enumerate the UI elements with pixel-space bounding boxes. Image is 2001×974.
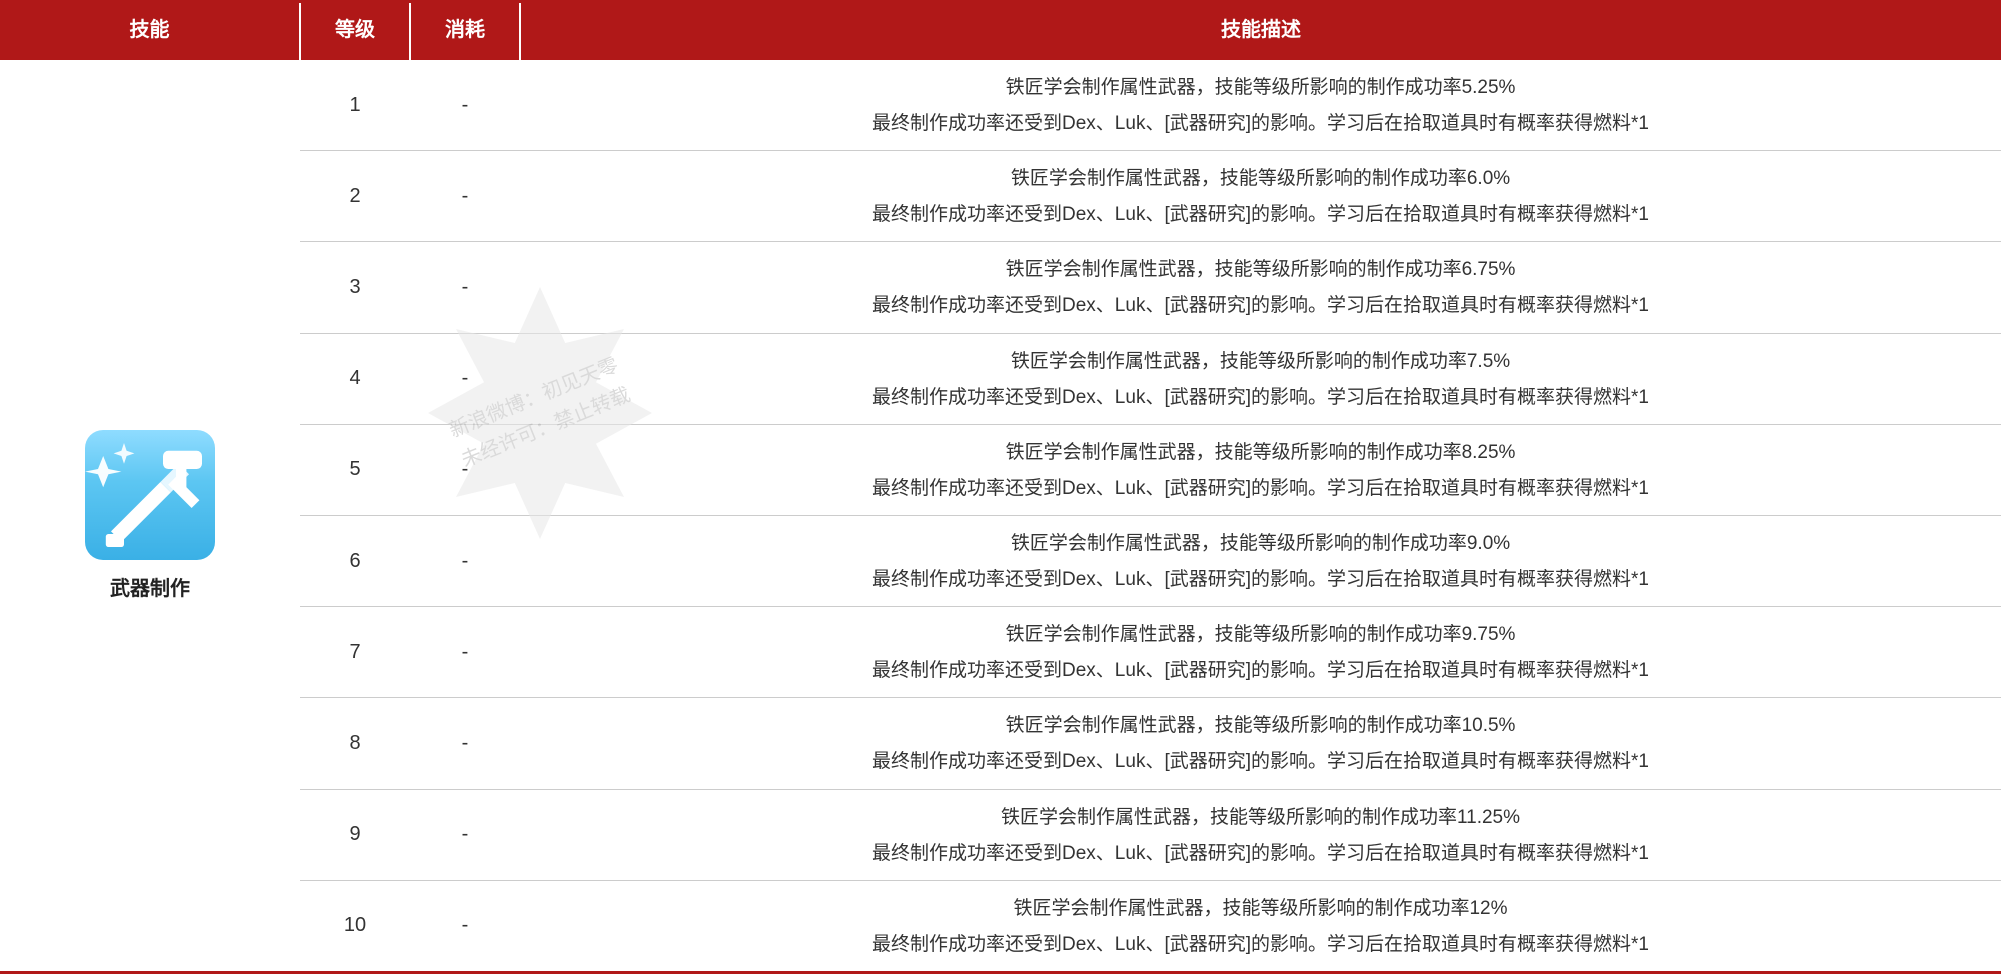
description-cell: 铁匠学会制作属性武器，技能等级所影响的制作成功率9.75%最终制作成功率还受到D… <box>520 607 2001 698</box>
table-row: 武器制作1-铁匠学会制作属性武器，技能等级所影响的制作成功率5.25%最终制作成… <box>0 60 2001 151</box>
description-line1: 铁匠学会制作属性武器，技能等级所影响的制作成功率9.0% <box>540 526 1981 562</box>
cost-cell: - <box>410 242 520 333</box>
table-row: 4-铁匠学会制作属性武器，技能等级所影响的制作成功率7.5%最终制作成功率还受到… <box>0 333 2001 424</box>
description-line1: 铁匠学会制作属性武器，技能等级所影响的制作成功率6.75% <box>540 252 1981 288</box>
description-line1: 铁匠学会制作属性武器，技能等级所影响的制作成功率6.0% <box>540 161 1981 197</box>
table-row: 5-铁匠学会制作属性武器，技能等级所影响的制作成功率8.25%最终制作成功率还受… <box>0 424 2001 515</box>
cost-cell: - <box>410 880 520 971</box>
level-cell: 10 <box>300 880 410 971</box>
level-cell: 3 <box>300 242 410 333</box>
description-line1: 铁匠学会制作属性武器，技能等级所影响的制作成功率11.25% <box>540 800 1981 836</box>
description-line1: 铁匠学会制作属性武器，技能等级所影响的制作成功率8.25% <box>540 435 1981 471</box>
skill-cell: 武器制作 <box>0 60 300 971</box>
cost-cell: - <box>410 424 520 515</box>
description-line2: 最终制作成功率还受到Dex、Luk、[武器研究]的影响。学习后在拾取道具时有概率… <box>540 197 1981 233</box>
level-cell: 5 <box>300 424 410 515</box>
skill-table-container: 新浪微博：初见天零 未经许可：禁止转载 技能 等级 消耗 技能描述 武器制作1-… <box>0 0 2001 974</box>
table-row: 7-铁匠学会制作属性武器，技能等级所影响的制作成功率9.75%最终制作成功率还受… <box>0 607 2001 698</box>
description-cell: 铁匠学会制作属性武器，技能等级所影响的制作成功率5.25%最终制作成功率还受到D… <box>520 60 2001 151</box>
header-cost: 消耗 <box>410 3 520 60</box>
description-cell: 铁匠学会制作属性武器，技能等级所影响的制作成功率6.75%最终制作成功率还受到D… <box>520 242 2001 333</box>
description-line1: 铁匠学会制作属性武器，技能等级所影响的制作成功率7.5% <box>540 344 1981 380</box>
table-row: 2-铁匠学会制作属性武器，技能等级所影响的制作成功率6.0%最终制作成功率还受到… <box>0 151 2001 242</box>
description-cell: 铁匠学会制作属性武器，技能等级所影响的制作成功率9.0%最终制作成功率还受到De… <box>520 515 2001 606</box>
description-line1: 铁匠学会制作属性武器，技能等级所影响的制作成功率9.75% <box>540 617 1981 653</box>
table-header-row: 技能 等级 消耗 技能描述 <box>0 3 2001 60</box>
header-desc: 技能描述 <box>520 3 2001 60</box>
description-line2: 最终制作成功率还受到Dex、Luk、[武器研究]的影响。学习后在拾取道具时有概率… <box>540 471 1981 507</box>
level-cell: 2 <box>300 151 410 242</box>
description-line2: 最终制作成功率还受到Dex、Luk、[武器研究]的影响。学习后在拾取道具时有概率… <box>540 106 1981 142</box>
table-row: 6-铁匠学会制作属性武器，技能等级所影响的制作成功率9.0%最终制作成功率还受到… <box>0 515 2001 606</box>
description-cell: 铁匠学会制作属性武器，技能等级所影响的制作成功率11.25%最终制作成功率还受到… <box>520 789 2001 880</box>
crossed-sword-hammer-icon <box>85 430 215 560</box>
level-cell: 8 <box>300 698 410 789</box>
cost-cell: - <box>410 607 520 698</box>
level-cell: 7 <box>300 607 410 698</box>
description-line1: 铁匠学会制作属性武器，技能等级所影响的制作成功率12% <box>540 891 1981 927</box>
cost-cell: - <box>410 333 520 424</box>
header-skill: 技能 <box>0 3 300 60</box>
description-cell: 铁匠学会制作属性武器，技能等级所影响的制作成功率12%最终制作成功率还受到Dex… <box>520 880 2001 971</box>
level-cell: 1 <box>300 60 410 151</box>
skill-name: 武器制作 <box>10 572 290 601</box>
table-row: 10-铁匠学会制作属性武器，技能等级所影响的制作成功率12%最终制作成功率还受到… <box>0 880 2001 971</box>
description-cell: 铁匠学会制作属性武器，技能等级所影响的制作成功率7.5%最终制作成功率还受到De… <box>520 333 2001 424</box>
cost-cell: - <box>410 515 520 606</box>
cost-cell: - <box>410 789 520 880</box>
cost-cell: - <box>410 60 520 151</box>
level-cell: 4 <box>300 333 410 424</box>
description-line1: 铁匠学会制作属性武器，技能等级所影响的制作成功率5.25% <box>540 70 1981 106</box>
level-cell: 9 <box>300 789 410 880</box>
description-line2: 最终制作成功率还受到Dex、Luk、[武器研究]的影响。学习后在拾取道具时有概率… <box>540 288 1981 324</box>
description-line2: 最终制作成功率还受到Dex、Luk、[武器研究]的影响。学习后在拾取道具时有概率… <box>540 836 1981 872</box>
skill-table: 技能 等级 消耗 技能描述 武器制作1-铁匠学会制作属性武器，技能等级所影响的制… <box>0 3 2001 971</box>
table-row: 8-铁匠学会制作属性武器，技能等级所影响的制作成功率10.5%最终制作成功率还受… <box>0 698 2001 789</box>
description-cell: 铁匠学会制作属性武器，技能等级所影响的制作成功率8.25%最终制作成功率还受到D… <box>520 424 2001 515</box>
description-line2: 最终制作成功率还受到Dex、Luk、[武器研究]的影响。学习后在拾取道具时有概率… <box>540 744 1981 780</box>
table-row: 9-铁匠学会制作属性武器，技能等级所影响的制作成功率11.25%最终制作成功率还… <box>0 789 2001 880</box>
description-line2: 最终制作成功率还受到Dex、Luk、[武器研究]的影响。学习后在拾取道具时有概率… <box>540 927 1981 963</box>
cost-cell: - <box>410 151 520 242</box>
level-cell: 6 <box>300 515 410 606</box>
description-cell: 铁匠学会制作属性武器，技能等级所影响的制作成功率10.5%最终制作成功率还受到D… <box>520 698 2001 789</box>
description-line1: 铁匠学会制作属性武器，技能等级所影响的制作成功率10.5% <box>540 708 1981 744</box>
table-row: 3-铁匠学会制作属性武器，技能等级所影响的制作成功率6.75%最终制作成功率还受… <box>0 242 2001 333</box>
description-cell: 铁匠学会制作属性武器，技能等级所影响的制作成功率6.0%最终制作成功率还受到De… <box>520 151 2001 242</box>
cost-cell: - <box>410 698 520 789</box>
description-line2: 最终制作成功率还受到Dex、Luk、[武器研究]的影响。学习后在拾取道具时有概率… <box>540 562 1981 598</box>
header-level: 等级 <box>300 3 410 60</box>
description-line2: 最终制作成功率还受到Dex、Luk、[武器研究]的影响。学习后在拾取道具时有概率… <box>540 380 1981 416</box>
description-line2: 最终制作成功率还受到Dex、Luk、[武器研究]的影响。学习后在拾取道具时有概率… <box>540 653 1981 689</box>
